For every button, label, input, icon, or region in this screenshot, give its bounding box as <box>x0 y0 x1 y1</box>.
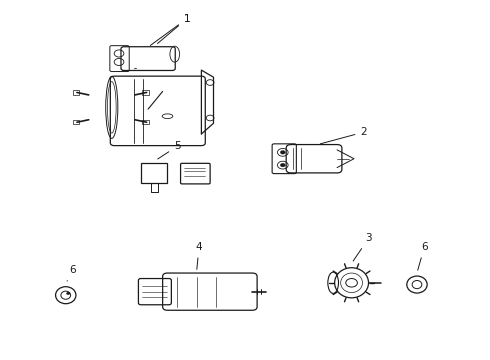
Text: 6: 6 <box>418 242 428 270</box>
Bar <box>73 90 79 95</box>
Text: 3: 3 <box>353 234 372 261</box>
Circle shape <box>66 292 70 295</box>
Bar <box>141 163 168 183</box>
Circle shape <box>280 163 285 167</box>
Text: 4: 4 <box>196 242 202 269</box>
Bar <box>73 120 79 124</box>
Bar <box>142 120 148 124</box>
Text: 1: 1 <box>157 14 190 44</box>
Circle shape <box>280 150 285 154</box>
Text: 2: 2 <box>320 127 367 144</box>
Bar <box>142 90 148 95</box>
Text: 1: 1 <box>150 14 190 45</box>
Text: 6: 6 <box>67 265 76 281</box>
Text: 5: 5 <box>158 141 180 159</box>
